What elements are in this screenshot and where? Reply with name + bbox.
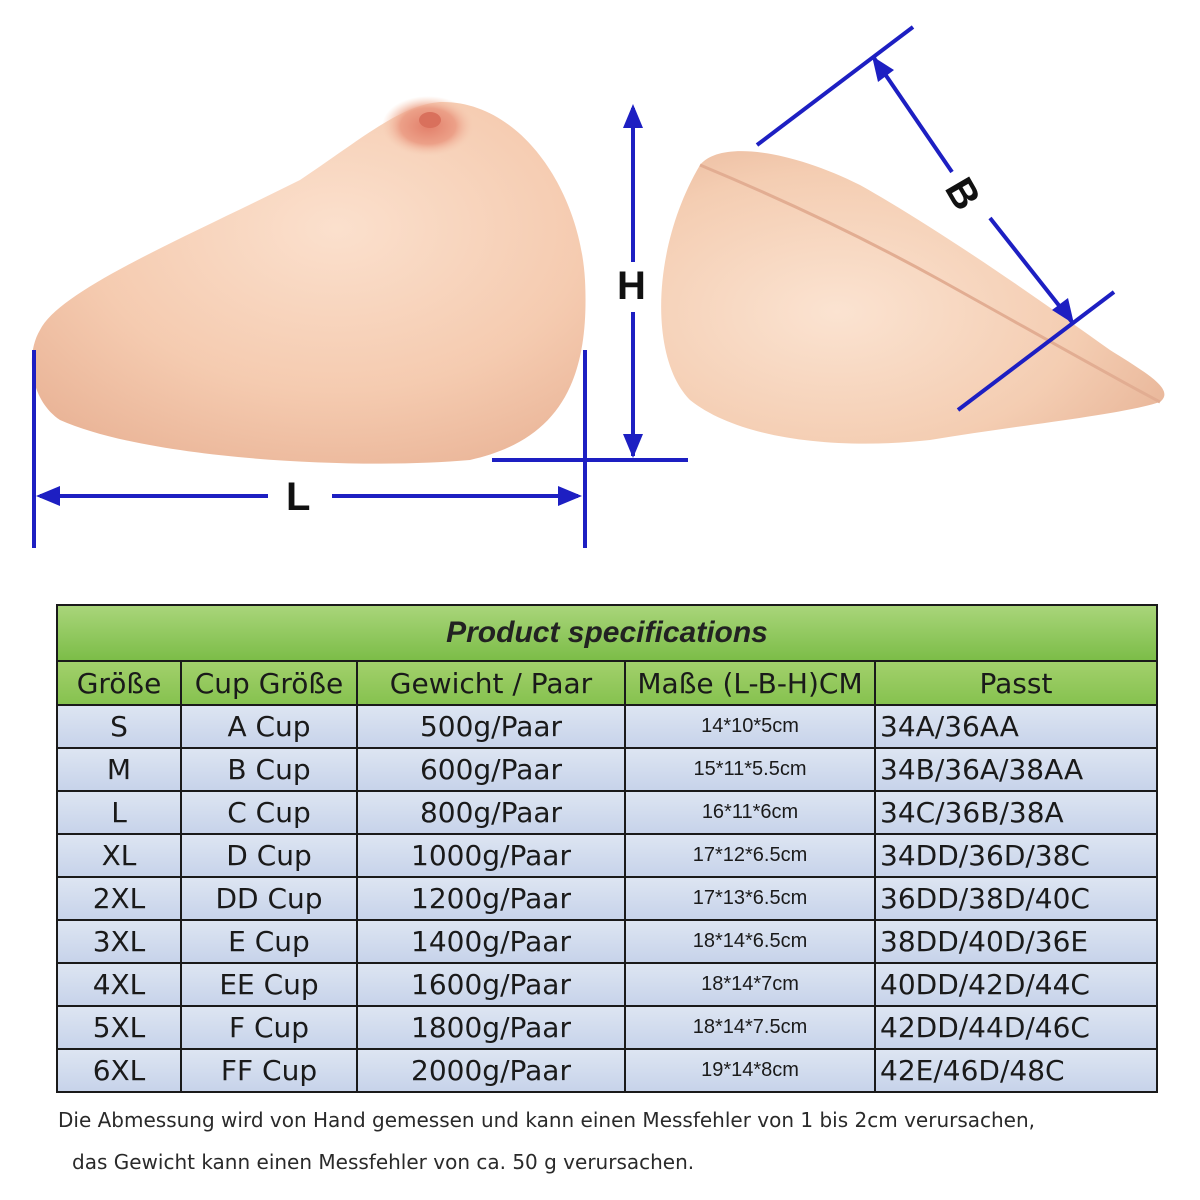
fit-cell: 42DD/44D/46C [874,1005,1158,1050]
dimensions-cell: 15*11*5.5cm [624,747,876,792]
fit-cell: 42E/46D/48C [874,1048,1158,1093]
table-title: Product specifications [56,604,1158,662]
fit-cell: 34DD/36D/38C [874,833,1158,878]
dimensions-cell: 16*11*6cm [624,790,876,835]
weight-cell: 1600g/Paar [356,962,626,1007]
fit-cell: 34C/36B/38A [874,790,1158,835]
cup-cell: D Cup [180,833,358,878]
weight-cell: 800g/Paar [356,790,626,835]
weight-cell: 1800g/Paar [356,1005,626,1050]
size-cell: 2XL [56,876,182,921]
fit-cell: 38DD/40D/36E [874,919,1158,964]
weight-cell: 1200g/Paar [356,876,626,921]
table-header-row: Größe Cup Größe Gewicht / Paar Maße (L-B… [56,660,1158,706]
size-cell: S [56,704,182,749]
dimensions-cell: 17*13*6.5cm [624,876,876,921]
left-breast-form [31,96,586,464]
size-cell: 3XL [56,919,182,964]
size-cell: 5XL [56,1005,182,1050]
size-cell: L [56,790,182,835]
col-header-dimensions: Maße (L-B-H)CM [624,660,876,706]
weight-note: das Gewicht kann einen Messfehler von ca… [72,1150,695,1174]
cup-cell: DD Cup [180,876,358,921]
cup-cell: A Cup [180,704,358,749]
dimensions-cell: 18*14*7.5cm [624,1005,876,1050]
dimensions-cell: 19*14*8cm [624,1048,876,1093]
cup-cell: E Cup [180,919,358,964]
col-header-size: Größe [56,660,182,706]
weight-cell: 1000g/Paar [356,833,626,878]
weight-cell: 600g/Paar [356,747,626,792]
length-label: L [286,475,311,519]
height-label: H [617,264,646,308]
cup-cell: FF Cup [180,1048,358,1093]
size-cell: XL [56,833,182,878]
cup-cell: B Cup [180,747,358,792]
weight-cell: 2000g/Paar [356,1048,626,1093]
right-breast-form [661,151,1165,444]
table-row: 3XL E Cup 1400g/Paar 18*14*6.5cm 38DD/40… [56,919,1158,964]
col-header-cup: Cup Größe [180,660,358,706]
table-row: 5XL F Cup 1800g/Paar 18*14*7.5cm 42DD/44… [56,1005,1158,1050]
fit-cell: 36DD/38D/40C [874,876,1158,921]
cup-cell: EE Cup [180,962,358,1007]
product-diagram [31,25,1165,548]
spec-table: Product specifications Größe Cup Größe G… [56,604,1158,1093]
measurement-note: Die Abmessung wird von Hand gemessen und… [58,1108,1036,1132]
cup-cell: C Cup [180,790,358,835]
weight-cell: 500g/Paar [356,704,626,749]
fit-cell: 34B/36A/38AA [874,747,1158,792]
nipple-shape [419,112,441,128]
size-cell: M [56,747,182,792]
cup-cell: F Cup [180,1005,358,1050]
dimensions-cell: 17*12*6.5cm [624,833,876,878]
size-cell: 6XL [56,1048,182,1093]
dimension-lines [32,25,1116,548]
dimensions-cell: 18*14*7cm [624,962,876,1007]
dimensions-cell: 14*10*5cm [624,704,876,749]
table-row: S A Cup 500g/Paar 14*10*5cm 34A/36AA [56,704,1158,749]
col-header-weight: Gewicht / Paar [356,660,626,706]
table-row: 2XL DD Cup 1200g/Paar 17*13*6.5cm 36DD/3… [56,876,1158,921]
table-row: 4XL EE Cup 1600g/Paar 18*14*7cm 40DD/42D… [56,962,1158,1007]
table-row: M B Cup 600g/Paar 15*11*5.5cm 34B/36A/38… [56,747,1158,792]
weight-cell: 1400g/Paar [356,919,626,964]
dimensions-cell: 18*14*6.5cm [624,919,876,964]
col-header-fit: Passt [874,660,1158,706]
fit-cell: 34A/36AA [874,704,1158,749]
fit-cell: 40DD/42D/44C [874,962,1158,1007]
table-row: 6XL FF Cup 2000g/Paar 19*14*8cm 42E/46D/… [56,1048,1158,1093]
size-cell: 4XL [56,962,182,1007]
table-row: L C Cup 800g/Paar 16*11*6cm 34C/36B/38A [56,790,1158,835]
table-row: XL D Cup 1000g/Paar 17*12*6.5cm 34DD/36D… [56,833,1158,878]
